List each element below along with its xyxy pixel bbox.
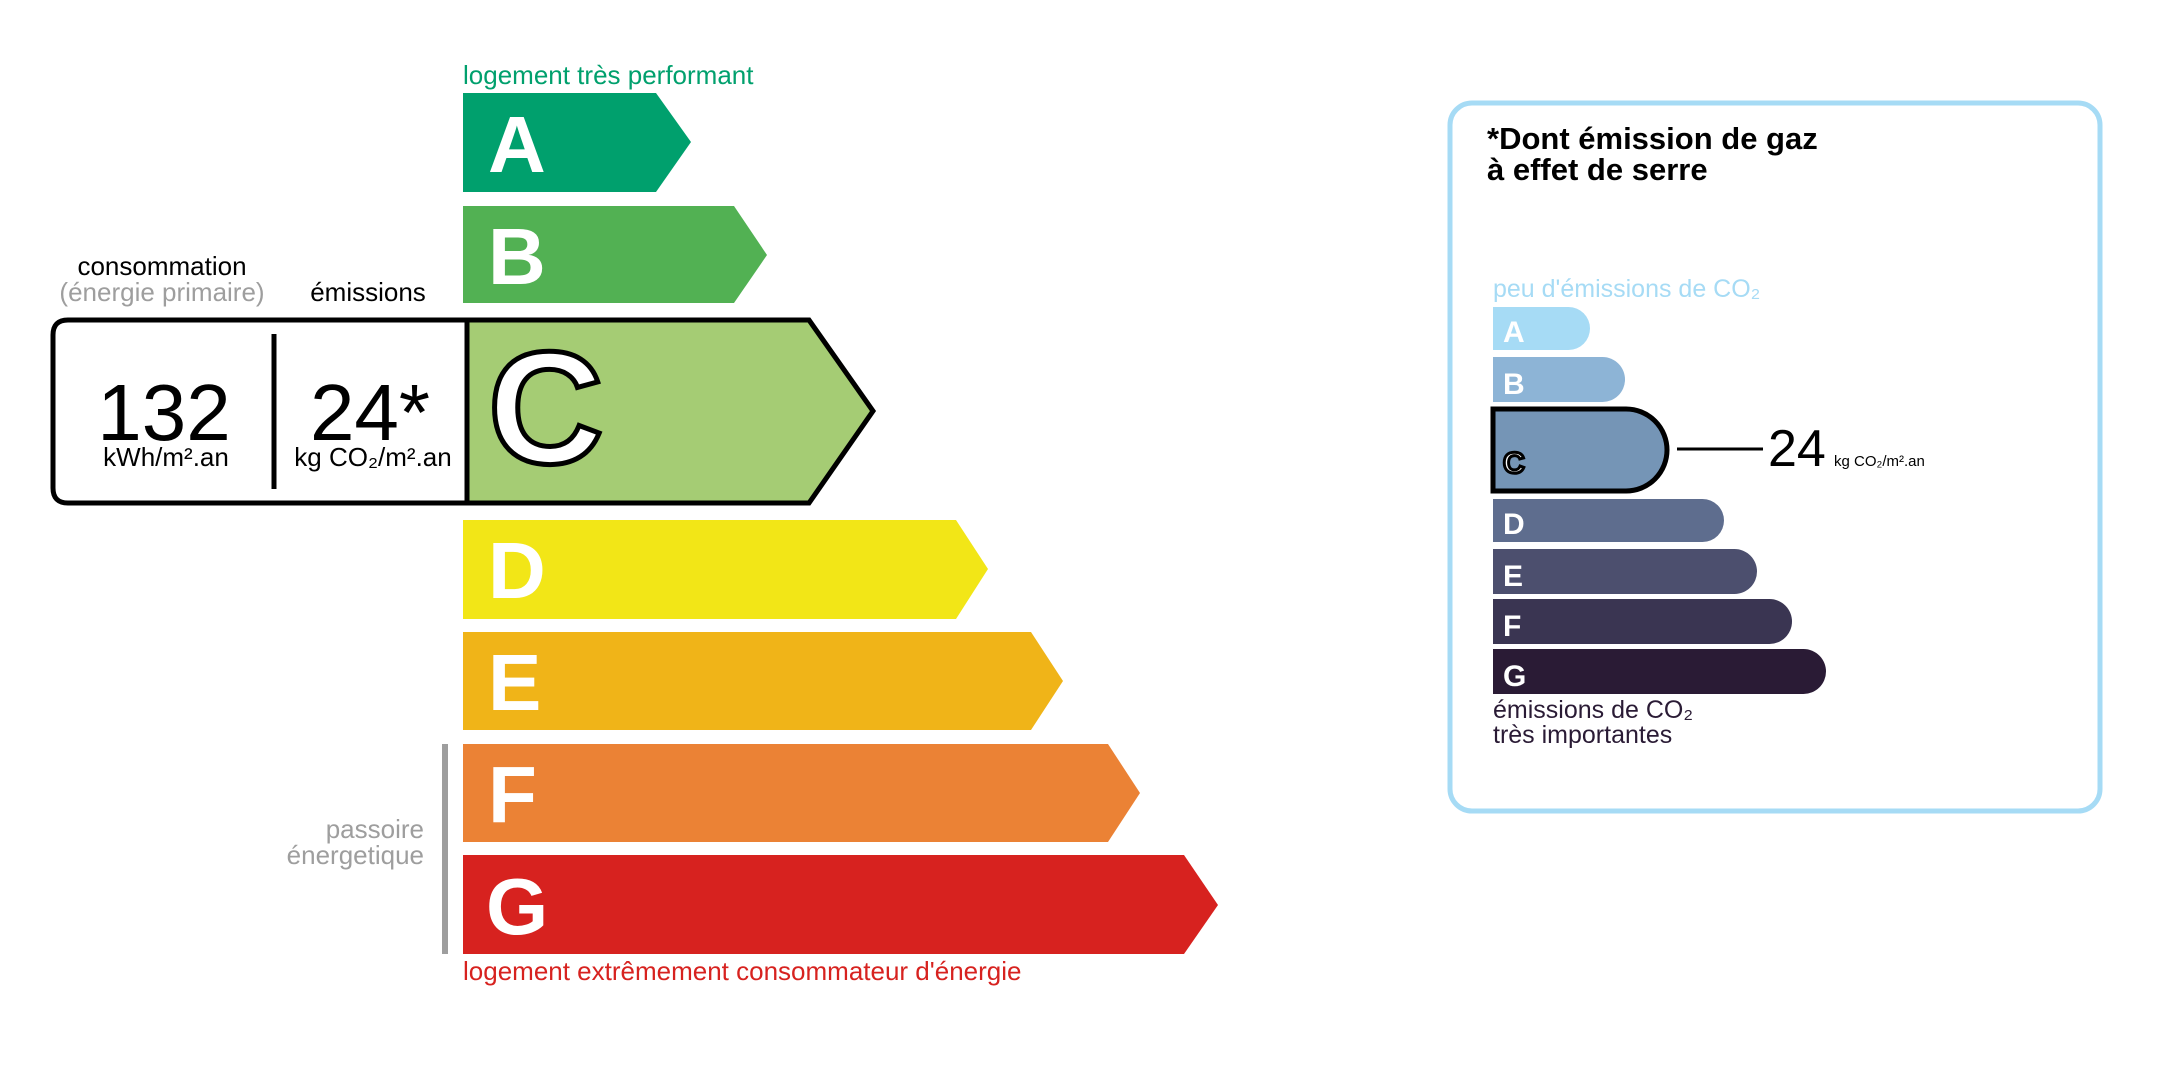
dpe-bar-e: [463, 632, 1063, 730]
ges-bar-g: [1493, 649, 1826, 694]
dpe-bar-g: [463, 855, 1218, 954]
ges-letter-b: B: [1503, 368, 1525, 401]
top-label: logement très performant: [463, 60, 754, 90]
ges-letter-f: F: [1503, 610, 1521, 643]
ges-bottom-label-line2: très importantes: [1493, 721, 1672, 749]
consumption-value: 132: [97, 368, 230, 457]
dpe-letter-g: G: [486, 862, 548, 951]
dpe-letter-e: E: [488, 638, 541, 727]
ges-bar-e: [1493, 549, 1757, 594]
dpe-bar-a: [463, 93, 691, 192]
ges-letter-c: C: [1503, 447, 1525, 480]
dpe-bars: A B C D E F G: [50, 93, 1218, 954]
ges-bar-b: [1493, 357, 1625, 402]
dpe-letter-b: B: [488, 212, 546, 301]
ges-letter-g: G: [1503, 660, 1526, 693]
value-box: [50, 317, 467, 506]
dpe-bar-b: [463, 206, 767, 303]
ges-value: 24: [1768, 420, 1826, 478]
passoire-bracket: [442, 744, 448, 954]
emissions-unit: kg CO₂/m².an: [294, 442, 451, 472]
ges-title-line2: à effet de serre: [1487, 152, 1708, 187]
ges-letter-e: E: [1503, 560, 1523, 593]
emissions-value: 24*: [310, 368, 430, 457]
ges-bar-d: [1493, 499, 1724, 542]
consumption-unit: kWh/m².an: [103, 442, 229, 472]
ges-title-line1: *Dont émission de gaz: [1487, 121, 1818, 156]
consumption-header: consommation: [77, 251, 246, 281]
dpe-bar-d: [463, 520, 988, 619]
bottom-label: logement extrêmement consommateur d'éner…: [463, 956, 1021, 986]
ges-bottom-label-line1: émissions de CO₂: [1493, 696, 1693, 724]
emissions-header: émissions: [310, 277, 426, 307]
dpe-letter-c: C: [488, 318, 604, 497]
dpe-letter-f: F: [488, 750, 537, 839]
passoire-label-line1: passoire: [326, 814, 424, 844]
dpe-letter-a: A: [488, 100, 546, 189]
dpe-bar-c: [464, 317, 877, 506]
ges-bar-f: [1493, 599, 1793, 644]
dpe-bar-f: [463, 744, 1140, 842]
ges-letter-d: D: [1503, 508, 1525, 541]
ges-bars: A B C D E F G: [1490, 307, 1826, 694]
ges-bar-c: [1490, 406, 1670, 494]
ges-letter-a: A: [1503, 316, 1525, 349]
ges-unit: kg CO₂/m².an: [1834, 453, 1925, 470]
ges-top-label: peu d'émissions de CO₂: [1493, 275, 1760, 303]
dpe-letter-d: D: [488, 526, 546, 615]
passoire-label-line2: énergetique: [287, 840, 424, 870]
consumption-subheader: (énergie primaire): [59, 277, 264, 307]
ges-bar-a: [1493, 307, 1590, 350]
